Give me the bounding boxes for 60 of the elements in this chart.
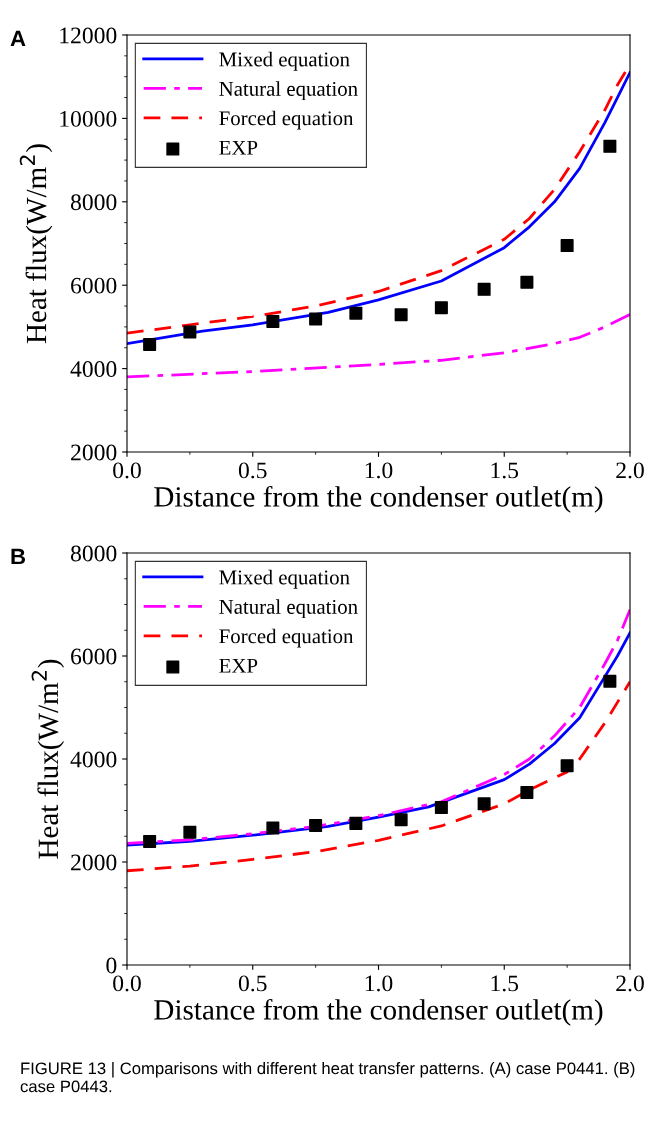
point	[349, 816, 363, 830]
point	[183, 325, 197, 339]
point	[309, 312, 323, 326]
point	[434, 800, 448, 814]
y-tick-label: 0	[106, 957, 117, 974]
y-tick-label: 4000	[70, 361, 117, 378]
point	[560, 759, 574, 773]
point	[394, 813, 408, 827]
y-tick-label: 12000	[60, 27, 117, 44]
text: B	[11, 548, 26, 565]
x-tick-label: 1.5	[491, 975, 519, 992]
x-tick-label: 0.5	[238, 462, 267, 479]
point	[394, 308, 408, 322]
x-tick-label: 1.0	[365, 975, 393, 992]
point	[603, 674, 617, 688]
y-tick-label: 2000	[71, 854, 117, 871]
point	[477, 282, 491, 296]
x-axis-title: Distance from the condenser outlet(m)	[154, 485, 603, 513]
x-tick-label: 1.0	[365, 462, 393, 479]
point	[349, 306, 363, 320]
legend-label: Forced equation	[219, 628, 354, 648]
legend-label: EXP	[219, 140, 258, 155]
point	[183, 825, 197, 839]
point	[477, 797, 491, 811]
legend-label: Natural equation	[219, 599, 358, 619]
x-tick-label: 1.5	[491, 462, 519, 479]
y-tick-label: 6000	[71, 277, 117, 294]
caption: FIGURE 13 | Comparisons with different heat transfer patterns. (A) case P0441. (B) case P0443.	[20, 1062, 635, 1093]
point	[560, 239, 574, 253]
legend-label: Mixed equation	[219, 51, 350, 71]
point	[266, 314, 280, 328]
point	[266, 821, 280, 835]
x-tick-label: 0.5	[238, 975, 267, 992]
y-axis-title: Heat flux(W/m$^{2}$)	[19, 144, 53, 344]
y-tick-label: 6000	[71, 648, 117, 665]
y-axis-title: Heat flux(W/m$^{2}$)	[31, 659, 65, 859]
legend-label: Forced equation	[219, 110, 354, 130]
point	[520, 785, 534, 799]
y-tick-label: 4000	[70, 751, 117, 768]
legend-label: Mixed equation	[219, 569, 350, 589]
x-axis-title: Distance from the condenser outlet(m)	[154, 998, 603, 1026]
x-tick-label: 2.0	[616, 975, 644, 992]
point	[520, 275, 534, 289]
line-series	[127, 680, 630, 873]
x-tick-label: 0.0	[113, 975, 141, 992]
text: A	[10, 30, 26, 47]
legend-label: Natural equation	[219, 81, 358, 101]
x-tick-label: 0.0	[113, 462, 141, 479]
x-tick-label: 2.0	[616, 462, 644, 479]
point	[309, 818, 323, 832]
point	[603, 139, 617, 153]
point	[434, 301, 448, 315]
point	[143, 834, 157, 848]
legend-label: EXP	[219, 658, 258, 673]
y-tick-label: 8000	[70, 545, 117, 562]
point	[143, 337, 157, 351]
y-tick-label: 10000	[60, 110, 117, 127]
y-tick-label: 8000	[70, 194, 117, 211]
y-tick-label: 2000	[71, 444, 117, 461]
line-series	[127, 313, 630, 379]
